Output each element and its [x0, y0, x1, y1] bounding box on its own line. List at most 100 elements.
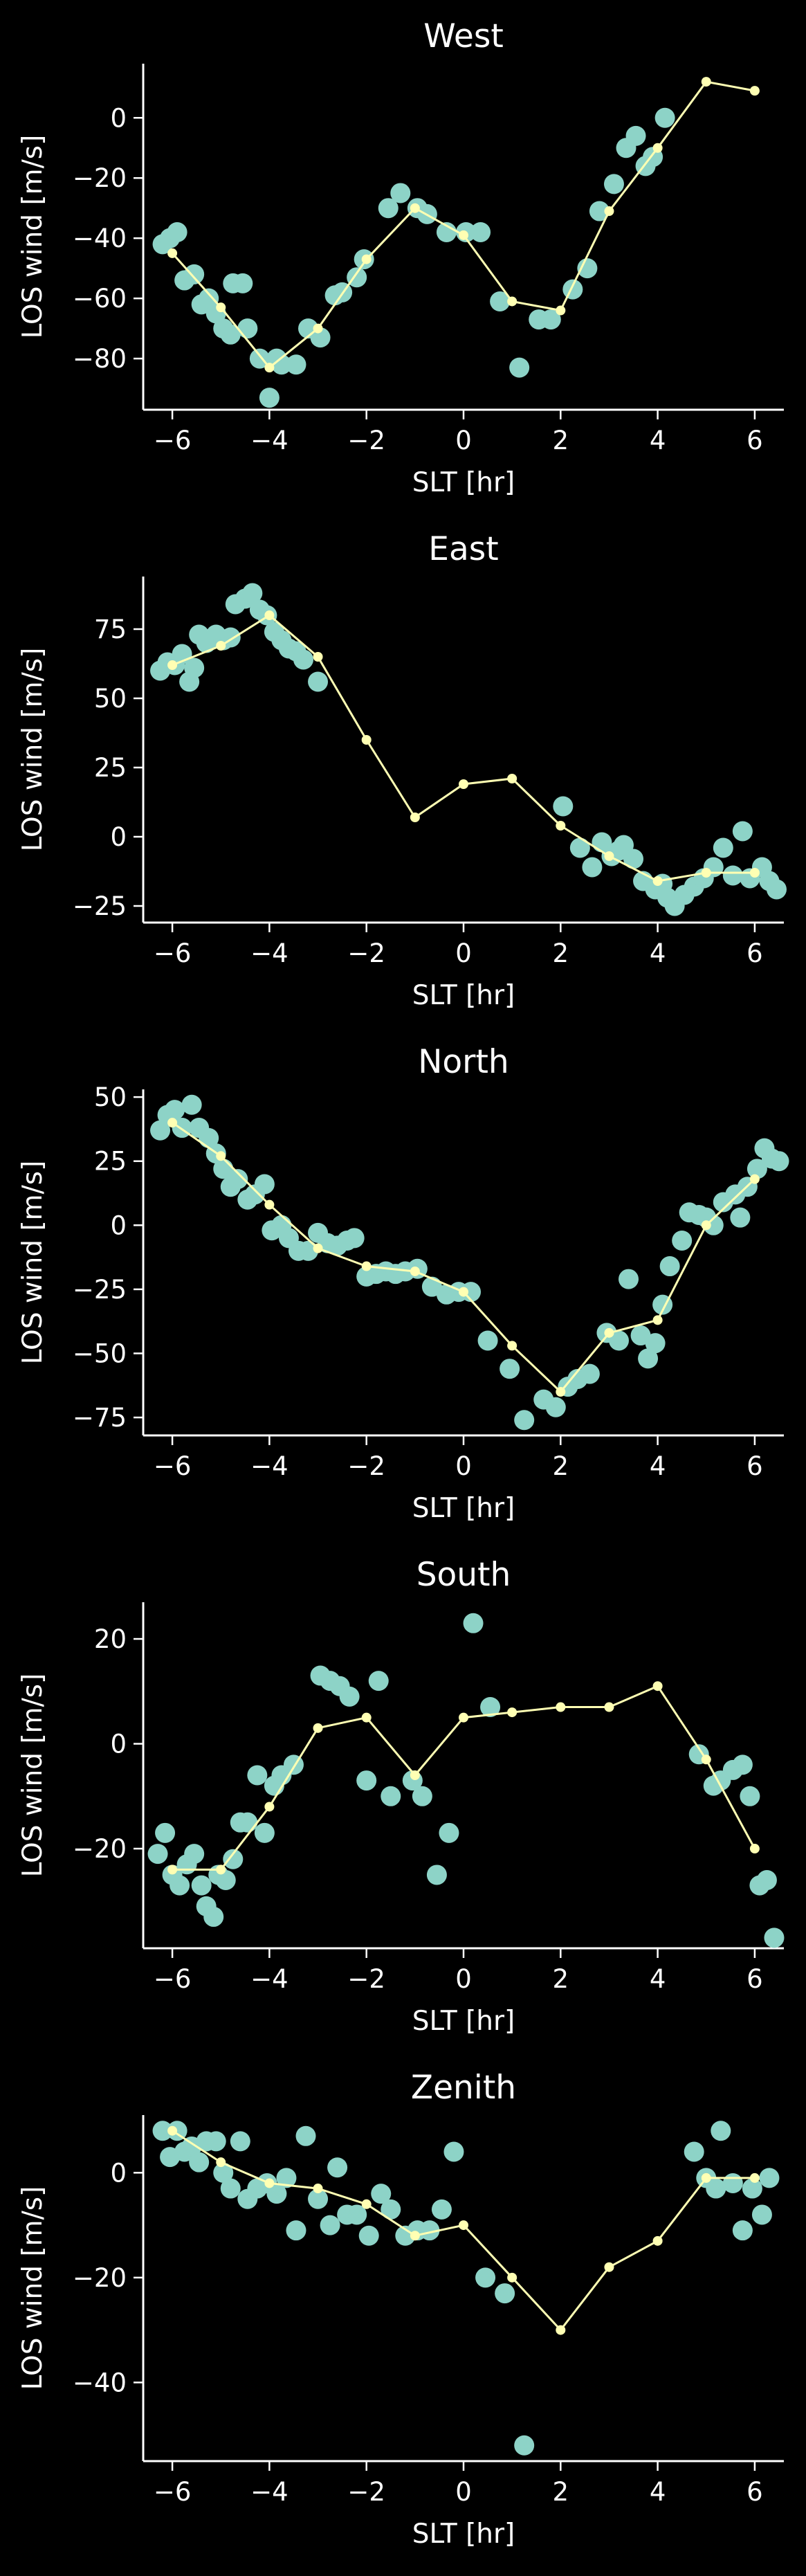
scatter-point [276, 2168, 297, 2188]
line-marker [749, 868, 760, 878]
scatter-point [371, 2184, 392, 2204]
y-tick-label: 20 [94, 1624, 127, 1654]
scatter-point [684, 2141, 704, 2162]
scatter-point [356, 1770, 377, 1791]
line-marker [264, 610, 275, 620]
x-tick-label: 0 [455, 2477, 472, 2507]
y-tick-label: −60 [73, 284, 127, 314]
scatter-point [232, 273, 253, 293]
panel-title: West [423, 17, 504, 55]
x-tick-label: 2 [553, 1964, 569, 1994]
y-tick-label: 25 [94, 1147, 127, 1177]
scatter-point [271, 354, 292, 375]
scatter-point [390, 183, 411, 203]
line-marker [264, 1199, 275, 1210]
y-tick-label: 0 [110, 1210, 127, 1240]
scatter-point [477, 1330, 498, 1351]
line-marker [604, 1327, 614, 1338]
scatter-point [247, 1765, 268, 1786]
x-tick-label: −6 [154, 426, 192, 455]
scatter-point [295, 2125, 316, 2146]
line-marker [167, 660, 178, 670]
scatter-point [579, 1363, 600, 1384]
scatter-point [625, 125, 646, 146]
scatter-point [672, 1231, 693, 1251]
x-axis-label: SLT [hr] [412, 2006, 515, 2037]
scatter-point [740, 1786, 760, 1806]
line-marker [313, 1243, 323, 1253]
scatter-point [426, 1865, 447, 1885]
scatter-point [766, 879, 787, 900]
y-tick-label: −20 [73, 1834, 127, 1864]
scatter-point [638, 1348, 659, 1369]
x-tick-label: 2 [553, 1451, 569, 1481]
x-axis-label: SLT [hr] [412, 1493, 515, 1524]
scatter-point [545, 1397, 566, 1417]
scatter-point [732, 1754, 753, 1775]
scatter-point [722, 2173, 743, 2193]
scatter-point [623, 849, 644, 869]
scatter-point [237, 1812, 258, 1833]
y-axis-label: LOS wind [m/s] [17, 2186, 48, 2391]
x-tick-label: −4 [250, 1964, 288, 1994]
scatter-point [220, 2178, 241, 2199]
line-marker [459, 230, 468, 240]
x-tick-label: 2 [553, 426, 569, 455]
line-marker [701, 2173, 711, 2183]
line-marker [556, 2325, 566, 2335]
x-tick-label: 6 [747, 1451, 763, 1481]
line-marker [556, 1702, 566, 1712]
scatter-point [358, 2225, 379, 2246]
line-marker [556, 821, 566, 831]
x-tick-label: 0 [455, 1451, 472, 1481]
scatter-point [603, 174, 624, 194]
scatter-point [155, 1822, 176, 1843]
y-axis-label: LOS wind [m/s] [17, 1161, 48, 1365]
x-axis-label: SLT [hr] [412, 467, 515, 498]
scatter-point [167, 2121, 187, 2141]
scatter-point [327, 2157, 348, 2178]
y-axis-label: LOS wind [m/s] [17, 648, 48, 852]
mean-line [172, 614, 755, 882]
x-tick-label: −2 [347, 2477, 385, 2507]
scatter-point [443, 2141, 464, 2162]
scatter-point [470, 221, 491, 242]
y-axis-label: LOS wind [m/s] [17, 1674, 48, 1878]
scatter-point [769, 1151, 789, 1172]
scatter-point [242, 583, 263, 604]
panel-1: East −6 −4 −2 0 2 4 6 −25 0 25 50 75 SLT [hr] LOS wind… [17, 530, 787, 1011]
line-marker [652, 1315, 663, 1325]
line-marker [264, 363, 275, 373]
line-marker [410, 813, 420, 822]
scatter-point [184, 1844, 205, 1865]
line-marker [507, 2272, 518, 2283]
x-tick-label: −4 [250, 938, 288, 968]
scatter-point [147, 1844, 168, 1865]
line-marker [701, 77, 711, 87]
y-tick-label: −75 [73, 1403, 127, 1433]
line-marker [652, 876, 663, 886]
line-marker [361, 1261, 372, 1271]
line-marker [459, 1287, 468, 1297]
y-tick-label: −25 [73, 1275, 127, 1305]
line-marker [313, 652, 323, 662]
y-tick-label: 0 [110, 2158, 127, 2188]
line-marker [556, 305, 566, 316]
scatter-point [189, 2152, 210, 2173]
scatter-point [320, 2215, 340, 2235]
y-tick-label: 0 [110, 1730, 127, 1759]
line-marker [749, 1844, 760, 1854]
scatter-point [475, 2267, 496, 2288]
y-tick-label: −40 [73, 224, 127, 253]
x-axis-label: SLT [hr] [412, 980, 515, 1011]
scatter-point [150, 1120, 171, 1141]
y-tick-label: −25 [73, 891, 127, 921]
scatter-point [732, 821, 753, 842]
scatter-point [711, 2121, 731, 2141]
line-marker [701, 1220, 711, 1231]
scatter-point [165, 1100, 185, 1121]
line-marker [361, 1712, 372, 1723]
scatter-point [569, 837, 590, 858]
